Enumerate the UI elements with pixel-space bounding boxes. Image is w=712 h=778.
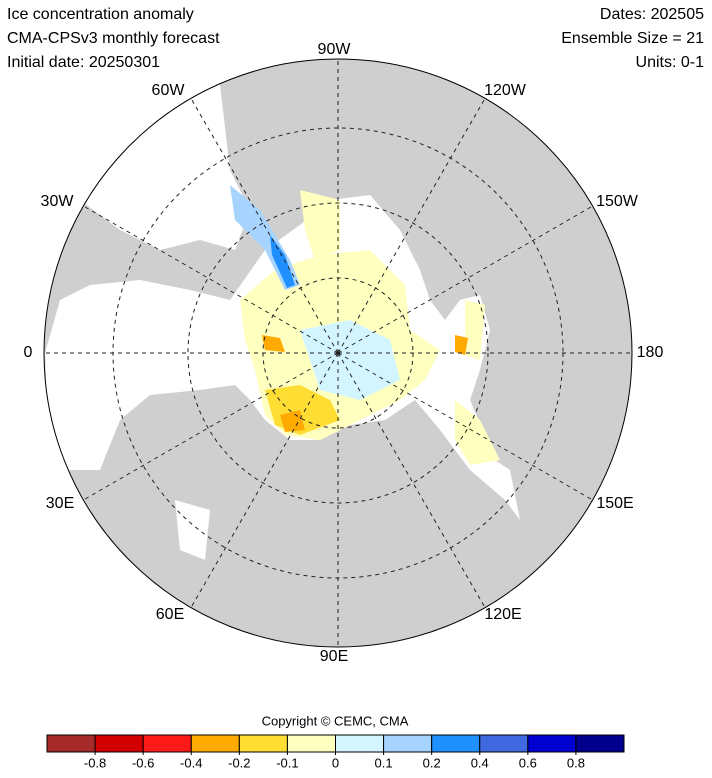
meridian (337, 352, 593, 501)
ocean (175, 500, 210, 560)
colorbar-tick-label: 0.4 (471, 755, 489, 770)
copyright: Copyright © CEMC, CMA (262, 713, 409, 728)
colorbar-box (142, 734, 192, 753)
colorbar-tick-label: -0.1 (276, 755, 298, 770)
anomaly-area (262, 335, 285, 352)
title-line: Ice concentration anomaly (7, 6, 194, 23)
lon-label: 120W (484, 82, 527, 99)
lon-label: 180 (637, 344, 664, 361)
meridian (83, 352, 339, 501)
map (44, 59, 632, 647)
lon-label: 0 (24, 344, 33, 361)
anomaly-area (300, 320, 400, 400)
colorbar-box (527, 734, 577, 753)
colorbar-box (286, 734, 336, 753)
colorbar-box (479, 734, 529, 753)
colorbar-tick-label: 0 (332, 755, 339, 770)
meridian (337, 352, 486, 608)
lon-label: 90W (318, 41, 352, 58)
info-line: Units: 0-1 (636, 54, 705, 71)
info-line: Dates: 202505 (600, 6, 704, 23)
meridian (190, 352, 339, 608)
title-line: Initial date: 20250301 (7, 54, 160, 71)
meridian (190, 98, 339, 354)
anomaly-area (280, 410, 305, 432)
lon-label: 150W (596, 193, 639, 210)
colorbar: -0.8 -0.6 -0.4 -0.2 -0.1 0 0.1 0.2 0.4 0.6 0.8 (46, 734, 625, 770)
colorbar-box (383, 734, 433, 753)
meridian (337, 98, 486, 354)
lon-label: 60W (152, 82, 186, 99)
colorbar-tick-label: -0.2 (228, 755, 250, 770)
meridian (83, 205, 339, 354)
anomaly-area (270, 235, 295, 288)
lon-label: 120E (484, 606, 521, 623)
anomaly-area (300, 190, 340, 260)
colorbar-box (46, 734, 96, 753)
lon-label: 90E (320, 648, 348, 665)
meridian (337, 205, 593, 354)
colorbar-tick-label: -0.8 (84, 755, 106, 770)
colorbar-box (94, 734, 144, 753)
colorbar-box (335, 734, 385, 753)
title-line: CMA-CPSv3 monthly forecast (7, 30, 220, 47)
colorbar-box (190, 734, 240, 753)
info-line: Ensemble Size = 21 (561, 30, 704, 47)
anomaly-area (455, 335, 468, 355)
colorbar-box (431, 734, 481, 753)
lon-label: 30E (46, 495, 74, 512)
colorbar-tick-label: 0.1 (375, 755, 393, 770)
colorbar-tick-label: -0.4 (180, 755, 202, 770)
latitude-circle (187, 202, 489, 504)
lon-label: 150E (596, 495, 633, 512)
colorbar-tick-label: 0.6 (519, 755, 537, 770)
anomaly-area (455, 400, 500, 465)
anomaly-area (465, 300, 485, 360)
lon-label: 30W (41, 193, 75, 210)
colorbar-tick-label: 0.2 (423, 755, 441, 770)
lon-label: 60E (156, 606, 184, 623)
colorbar-tick-label: -0.6 (132, 755, 154, 770)
colorbar-box (575, 734, 625, 753)
colorbar-box (238, 734, 288, 753)
colorbar-tick-label: 0.8 (567, 755, 585, 770)
map-border (43, 58, 633, 648)
